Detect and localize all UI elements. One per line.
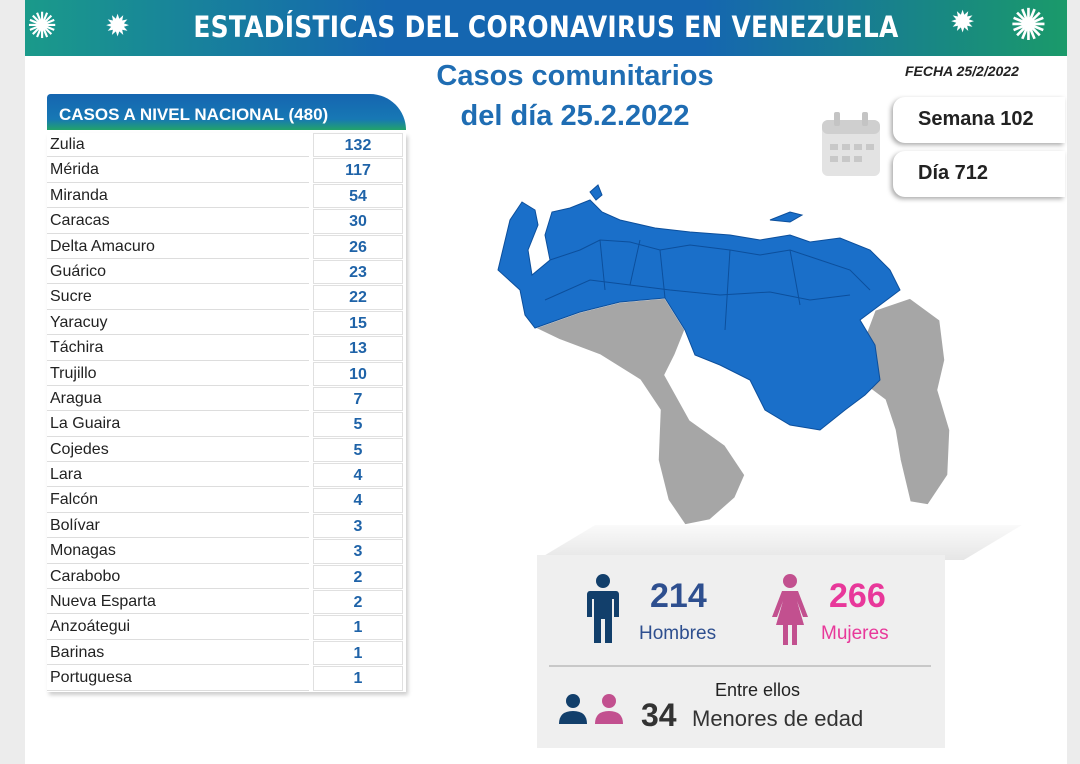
women-count: 266: [829, 577, 886, 615]
map-affected-regions: [497, 184, 901, 431]
woman-icon: [772, 574, 808, 645]
table-row: Delta Amacuro 26: [47, 234, 406, 260]
case-count: 10: [313, 361, 403, 386]
state-name: Falcón: [47, 488, 309, 513]
table-row: Zulia 132: [47, 133, 406, 159]
case-count: 54: [313, 183, 403, 209]
state-name: Mérida: [47, 158, 309, 183]
case-count: 1: [313, 666, 403, 691]
case-count: 1: [313, 615, 403, 640]
state-name: Trujillo: [47, 361, 309, 386]
table-row: Monagas 3: [47, 539, 406, 565]
state-name: Táchira: [47, 336, 309, 361]
case-count: 30: [313, 209, 403, 234]
stats-panel-top: [537, 525, 1022, 560]
header-title: ESTADÍSTICAS DEL CORONAVIRUS EN VENEZUEL…: [193, 10, 899, 44]
case-count: 117: [313, 158, 403, 183]
table-row: Carabobo 2: [47, 564, 406, 591]
state-name: Aragua: [47, 386, 309, 412]
case-count: 2: [313, 564, 403, 590]
minors-count: 34: [641, 697, 677, 733]
men-count: 214: [650, 577, 707, 615]
table-row: Falcón 4: [47, 488, 406, 514]
case-count: 2: [313, 590, 403, 615]
among-label: Entre ellos: [715, 680, 801, 700]
case-count: 26: [313, 234, 403, 259]
week-badge: Semana 102: [893, 97, 1065, 143]
state-name: Sucre: [47, 285, 309, 310]
case-count: 5: [313, 412, 403, 437]
header-banner: ✺ ✹ ESTADÍSTICAS DEL CORONAVIRUS EN VENE…: [25, 0, 1067, 56]
virus-icon: ✺: [1010, 1, 1047, 50]
state-name: Zulia: [47, 133, 309, 158]
case-count: 3: [313, 513, 403, 539]
state-name: Bolívar: [47, 513, 309, 539]
man-icon: [587, 574, 619, 643]
table-row: Cojedes 5: [47, 437, 406, 464]
table-row: Anzoátegui 1: [47, 615, 406, 641]
table-row: Mérida 117: [47, 158, 406, 184]
case-count: 15: [313, 310, 403, 336]
cases-table: Zulia 132 Mérida 117 Miranda 54 Caracas 30 Delta…: [47, 133, 406, 692]
virus-icon: ✹: [950, 6, 976, 39]
calendar-icon: [822, 112, 880, 176]
state-name: La Guaira: [47, 412, 309, 437]
table-row: Guárico 23: [47, 259, 406, 286]
state-name: Barinas: [47, 640, 309, 666]
women-label: Mujeres: [821, 623, 889, 644]
table-row: Miranda 54: [47, 183, 406, 210]
state-name: Guárico: [47, 259, 309, 285]
table-row: Táchira 13: [47, 336, 406, 362]
men-label: Hombres: [639, 623, 717, 644]
state-name: Delta Amacuro: [47, 234, 309, 259]
case-count: 23: [313, 259, 403, 285]
table-row: Sucre 22: [47, 285, 406, 311]
case-count: 132: [313, 133, 403, 158]
virus-icon: ✺: [27, 5, 58, 46]
case-count: 4: [313, 463, 403, 488]
map-state-borders: [544, 239, 871, 331]
state-name: Anzoátegui: [47, 615, 309, 640]
state-name: Miranda: [47, 183, 309, 209]
state-name: Monagas: [47, 539, 309, 564]
case-count: 4: [313, 488, 403, 513]
state-name: Nueva Esparta: [47, 590, 309, 615]
case-count: 1: [313, 640, 403, 666]
virus-icon: ✹: [105, 10, 131, 43]
table-row: Caracas 30: [47, 209, 406, 235]
table-row: La Guaira 5: [47, 412, 406, 438]
case-count: 7: [313, 386, 403, 412]
case-count: 13: [313, 336, 403, 361]
table-row: Bolívar 3: [47, 513, 406, 540]
main-title-line1: Casos comunitarios: [436, 60, 714, 92]
case-count: 22: [313, 285, 403, 310]
case-count: 3: [313, 539, 403, 564]
venezuela-map: [497, 184, 951, 526]
divider: [549, 665, 931, 667]
table-row: Nueva Esparta 2: [47, 590, 406, 616]
table-row: Barinas 1: [47, 640, 406, 667]
table-row: Trujillo 10: [47, 361, 406, 387]
table-header: CASOS A NIVEL NACIONAL (480): [47, 94, 406, 130]
table-row: Aragua 7: [47, 386, 406, 413]
table-row: Lara 4: [47, 463, 406, 489]
minors-label: Menores de edad: [692, 706, 864, 731]
date-label: FECHA 25/2/2022: [905, 63, 1019, 79]
table-row: Portuguesa 1: [47, 666, 406, 692]
main-title-line2: del día 25.2.2022: [460, 100, 690, 132]
state-name: Yaracuy: [47, 310, 309, 336]
state-name: Carabobo: [47, 564, 309, 590]
state-name: Cojedes: [47, 437, 309, 463]
table-row: Yaracuy 15: [47, 310, 406, 337]
stats-panel: 214 Hombres 266 Mujeres Entre ellos 34 M…: [537, 555, 945, 748]
state-name: Lara: [47, 463, 309, 488]
state-name: Caracas: [47, 209, 309, 234]
case-count: 5: [313, 437, 403, 463]
day-badge: Día 712: [893, 151, 1065, 197]
children-icon: [559, 694, 623, 724]
state-name: Portuguesa: [47, 666, 309, 691]
